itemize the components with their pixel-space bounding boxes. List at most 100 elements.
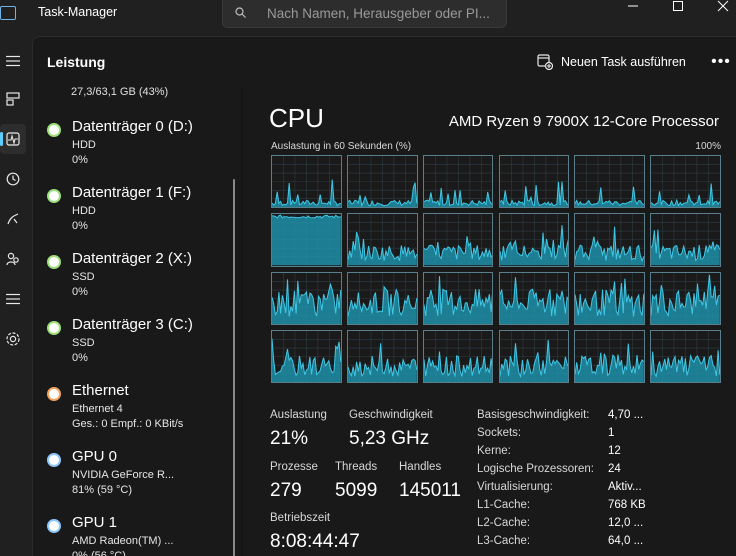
device-value: 0% [72, 154, 88, 166]
run-new-task-button[interactable]: Neuen Task ausführen [537, 51, 686, 73]
device-name: Datenträger 1 (F:) [72, 184, 192, 201]
geschwindigkeit-label: Geschwindigkeit [349, 409, 433, 421]
cpu-core-graph [271, 213, 342, 267]
device-name: Ethernet [72, 382, 129, 399]
cpu-core-graphs [271, 155, 721, 383]
cpu-core-graph [346, 213, 418, 267]
spec-value: Aktiv... [608, 481, 642, 493]
cpu-core-graph [422, 271, 494, 325]
spec-label: Kerne: [477, 445, 511, 457]
device-item[interactable]: GPU 0 NVIDIA GeForce R... 81% (59 °C) [33, 446, 233, 506]
device-status-dot [47, 255, 61, 269]
device-subtitle: HDD [72, 205, 96, 217]
device-value: 0% [72, 352, 88, 364]
device-status-dot [47, 321, 61, 335]
device-item[interactable]: Ethernet Ethernet 4 Ges.: 0 Empf.: 0 KBit/… [33, 380, 233, 440]
spec-label: Basisgeschwindigkeit: [477, 409, 590, 421]
auslastung-label: Auslastung [270, 409, 327, 421]
betriebszeit-label: Betriebszeit [270, 512, 331, 524]
device-item[interactable]: GPU 1 AMD Radeon(TM) ... 0% (56 °C) [33, 512, 233, 556]
users-icon[interactable] [0, 244, 26, 274]
memory-value-cut: 27,3/63,1 GB (43%) [71, 87, 169, 98]
device-item[interactable]: Datenträger 2 (X:) SSD 0% [33, 248, 233, 308]
app-title: Task-Manager [38, 5, 118, 19]
services-icon[interactable] [0, 324, 26, 354]
spec-label: Virtualisierung: [477, 481, 553, 493]
cpu-core-graph [346, 155, 418, 209]
device-status-dot [47, 519, 61, 533]
cpu-title: CPU [269, 103, 324, 133]
prozesse-label: Prozesse [270, 461, 318, 473]
main-panel: Leistung Neuen Task ausführen ••• 27,3/6… [32, 36, 736, 556]
spec-label: L1-Cache: [477, 499, 531, 511]
cpu-core-graph [574, 213, 646, 267]
spec-value: 12 [608, 445, 621, 457]
betriebszeit-value: 8:08:44:47 [270, 531, 360, 552]
utilization-label: Auslastung in 60 Sekunden (%) [271, 141, 412, 152]
device-item[interactable]: Datenträger 0 (D:) HDD 0% [33, 116, 233, 176]
menu-icon[interactable] [0, 46, 26, 76]
cpu-core-graph [271, 155, 342, 209]
device-name: Datenträger 2 (X:) [72, 250, 193, 267]
device-subtitle: AMD Radeon(TM) ... [72, 535, 174, 547]
device-name: Datenträger 0 (D:) [72, 118, 193, 135]
prozesse-value: 279 [270, 480, 302, 501]
cpu-core-graph [498, 271, 570, 325]
device-list: 27,3/63,1 GB (43%) Datenträger 0 (D:) HDD… [33, 87, 243, 556]
maximize-icon[interactable] [655, 0, 701, 12]
search-input[interactable] [267, 4, 497, 22]
cpu-core-graph [650, 213, 721, 267]
spec-value: 1 [608, 427, 615, 439]
cpu-core-graph [574, 329, 646, 383]
cpu-core-graph [498, 329, 570, 383]
cpu-core-graph [650, 271, 721, 325]
close-icon[interactable] [700, 0, 736, 12]
new-task-icon [537, 54, 553, 70]
device-value: 0% [72, 286, 88, 298]
device-value: Ges.: 0 Empf.: 0 KBit/s [72, 418, 184, 430]
device-item[interactable]: Datenträger 3 (C:) SSD 0% [33, 314, 233, 374]
cpu-core-graph [498, 213, 570, 267]
page-title: Leistung [47, 54, 106, 70]
cpu-core-graph [271, 271, 342, 325]
utilization-max-label: 100% [695, 141, 721, 152]
device-subtitle: Ethernet 4 [72, 403, 123, 415]
cpu-core-graph [422, 155, 494, 209]
spec-label: L3-Cache: [477, 535, 531, 547]
device-subtitle: NVIDIA GeForce R... [72, 469, 175, 481]
cpu-core-graph [271, 329, 342, 383]
cpu-core-graph [650, 155, 721, 209]
cpu-core-graph [346, 271, 418, 325]
cpu-core-graph [346, 329, 418, 383]
search-icon [235, 7, 246, 18]
device-list-scrollbar[interactable] [233, 179, 235, 556]
cpu-core-graph [422, 213, 494, 267]
threads-label: Threads [335, 461, 378, 473]
more-options-button[interactable]: ••• [711, 53, 731, 70]
device-item[interactable]: Datenträger 1 (F:) HDD 0% [33, 182, 233, 242]
spec-value: 24 [608, 463, 621, 475]
history-icon[interactable] [0, 164, 26, 194]
performance-icon[interactable] [0, 124, 26, 154]
details-icon[interactable] [0, 284, 26, 314]
search-box[interactable] [222, 0, 507, 28]
device-name: GPU 0 [72, 448, 118, 465]
startup-icon[interactable] [0, 204, 26, 234]
task-manager-app-icon [0, 6, 16, 20]
geschwindigkeit-value: 5,23 GHz [349, 428, 430, 449]
device-subtitle: SSD [72, 271, 95, 283]
device-value: 0% [72, 220, 88, 232]
device-name: Datenträger 3 (C:) [72, 316, 193, 333]
page-header: Leistung Neuen Task ausführen ••• [33, 37, 736, 87]
device-status-dot [47, 453, 61, 467]
cpu-core-graph [650, 329, 721, 383]
auslastung-value: 21% [270, 428, 309, 449]
cpu-core-graph [422, 329, 494, 383]
minimize-icon[interactable] [610, 0, 656, 12]
cpu-core-graph [498, 155, 570, 209]
spec-value: 768 KB [608, 499, 646, 511]
spec-value: 12,0 ... [608, 517, 644, 529]
processes-icon[interactable] [0, 84, 26, 114]
title-bar: Task-Manager [0, 0, 736, 36]
handles-label: Handles [399, 461, 442, 473]
